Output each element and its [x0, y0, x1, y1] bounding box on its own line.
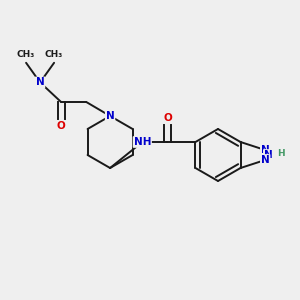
Text: NH: NH — [134, 137, 151, 147]
Text: N: N — [106, 111, 115, 121]
Text: CH₃: CH₃ — [45, 50, 63, 59]
Text: O: O — [57, 121, 65, 131]
Text: H: H — [278, 148, 285, 158]
Text: N: N — [264, 150, 273, 160]
Text: N: N — [261, 145, 270, 155]
Text: O: O — [163, 113, 172, 123]
Text: N: N — [261, 155, 270, 165]
Text: N: N — [36, 77, 44, 87]
Text: CH₃: CH₃ — [17, 50, 35, 59]
